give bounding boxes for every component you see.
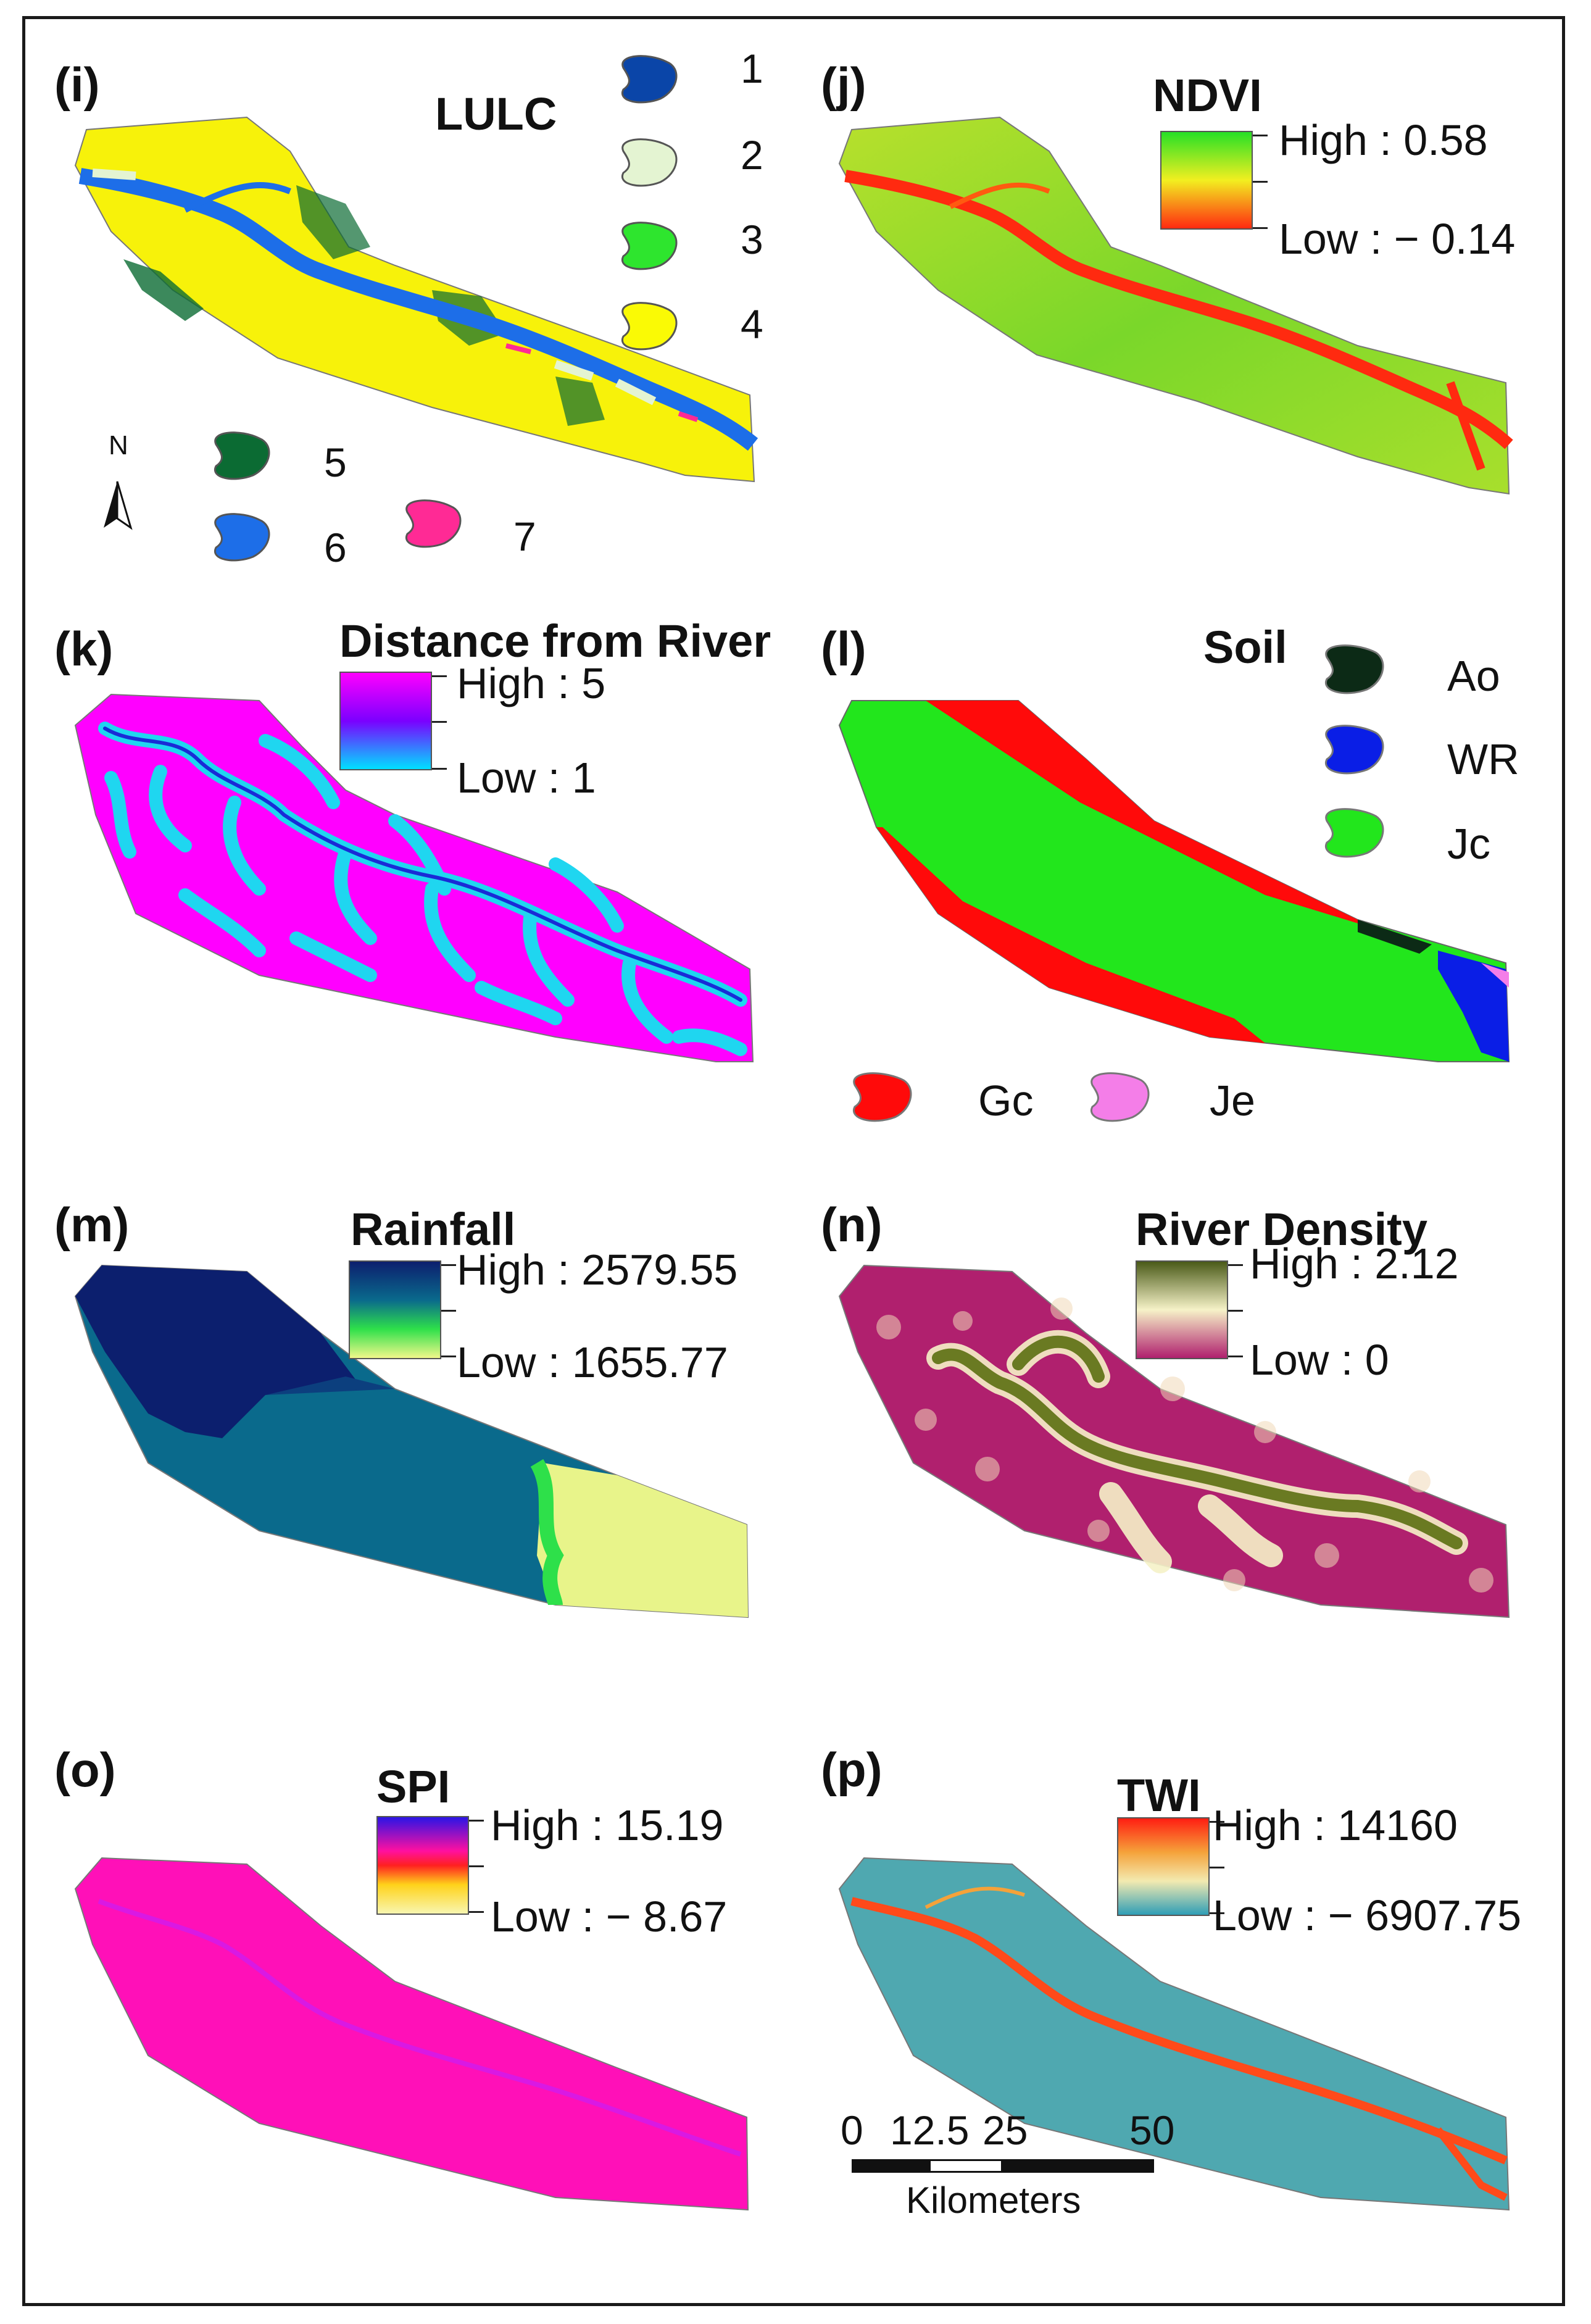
scale-tick-25: 25 — [982, 2107, 1028, 2153]
lulc-swatch-2 — [621, 138, 678, 187]
spi-title: SPI — [376, 1761, 451, 1812]
lulc-swatch-4 — [621, 302, 678, 351]
soil-legend-label-gc: Gc — [978, 1077, 1034, 1125]
river-density-tick-mid — [1228, 1310, 1243, 1312]
lulc-legend-label-7: 7 — [513, 514, 536, 559]
soil-legend-label-ao: Ao — [1447, 652, 1500, 700]
river-density-tick-low — [1228, 1356, 1243, 1357]
twi-high-label: High : 14160 — [1213, 1801, 1458, 1849]
spi-low-label: Low : − 8.67 — [491, 1893, 728, 1941]
lulc-swatch-3 — [621, 222, 678, 270]
scale-unit-label: Kilometers — [906, 2180, 1081, 2221]
soil-map — [838, 700, 1510, 1062]
spi-high-label: High : 15.19 — [491, 1801, 724, 1849]
twi-map — [838, 1857, 1510, 2211]
scale-segment-2 — [929, 2159, 1003, 2173]
river-density-high-label: High : 2.12 — [1250, 1239, 1459, 1288]
soil-swatch-gc — [852, 1072, 912, 1122]
soil-legend-label-jc: Jc — [1447, 820, 1490, 868]
lulc-legend-label-6: 6 — [324, 525, 347, 570]
soil-swatch-jc — [1324, 808, 1384, 858]
scale-tick-0: 0 — [841, 2107, 863, 2153]
panel-label-o: (o) — [54, 1743, 116, 1797]
spi-tick-low — [469, 1911, 484, 1913]
soil-legend-label-wr: WR — [1447, 735, 1519, 783]
twi-tick-high — [1210, 1821, 1224, 1823]
panel-label-i: (i) — [54, 57, 100, 112]
ndvi-tick-high — [1253, 135, 1268, 136]
lulc-legend-label-2: 2 — [741, 132, 763, 178]
spi-tick-mid — [469, 1865, 484, 1867]
scale-tick-50: 50 — [1129, 2107, 1175, 2153]
lulc-legend-label-4: 4 — [741, 301, 763, 347]
panel-label-p: (p) — [821, 1743, 883, 1797]
north-label: N — [109, 430, 128, 460]
distance-tick-low — [432, 768, 447, 770]
distance-high-label: High : 5 — [457, 659, 606, 707]
river-density-tick-high — [1228, 1264, 1243, 1266]
panel-label-k: (k) — [54, 622, 114, 676]
panel-label-n: (n) — [821, 1197, 883, 1252]
twi-color-ramp — [1117, 1817, 1210, 1916]
twi-title: TWI — [1117, 1770, 1201, 1821]
rainfall-tick-mid — [441, 1310, 456, 1312]
soil-legend-label-je: Je — [1210, 1077, 1255, 1125]
lulc-legend-label-1: 1 — [741, 46, 763, 91]
distance-tick-mid — [432, 721, 447, 723]
soil-title: Soil — [1203, 622, 1287, 673]
lulc-legend-label-3: 3 — [741, 217, 763, 262]
distance-map — [74, 693, 754, 1062]
twi-low-label: Low : − 6907.75 — [1213, 1891, 1522, 1939]
spi-tick-high — [469, 1820, 484, 1822]
scale-segment-1 — [852, 2159, 929, 2173]
spi-map — [74, 1857, 749, 2211]
river-density-title: River Density — [1136, 1204, 1427, 1255]
soil-swatch-wr — [1324, 725, 1384, 775]
scale-segment-3 — [1003, 2159, 1154, 2173]
soil-swatch-je — [1090, 1072, 1150, 1122]
panel-label-j: (j) — [821, 57, 866, 112]
lulc-swatch-5 — [214, 431, 270, 480]
distance-title: Distance from River — [339, 615, 771, 667]
distance-low-label: Low : 1 — [457, 754, 596, 802]
distance-color-ramp — [339, 672, 432, 770]
spi-color-ramp — [376, 1816, 469, 1915]
lulc-swatch-6 — [214, 513, 270, 562]
ndvi-color-ramp — [1160, 131, 1253, 230]
rainfall-map — [74, 1264, 749, 1618]
rainfall-tick-high — [441, 1264, 456, 1266]
scale-tick-12-5: 12.5 — [890, 2107, 970, 2153]
distance-tick-high — [432, 675, 447, 677]
ndvi-tick-low — [1253, 227, 1268, 229]
ndvi-high-label: High : 0.58 — [1279, 116, 1488, 164]
rainfall-tick-low — [441, 1356, 456, 1357]
ndvi-tick-mid — [1253, 181, 1268, 183]
rainfall-high-label: High : 2579.55 — [457, 1246, 738, 1294]
rainfall-title: Rainfall — [351, 1204, 516, 1255]
river-density-map — [838, 1264, 1510, 1618]
lulc-swatch-1 — [621, 55, 678, 104]
lulc-map — [74, 116, 758, 530]
twi-tick-low — [1210, 1912, 1224, 1914]
twi-tick-mid — [1210, 1867, 1224, 1868]
soil-swatch-ao — [1324, 644, 1384, 694]
lulc-title: LULC — [435, 88, 557, 140]
ndvi-low-label: Low : − 0.14 — [1279, 215, 1516, 263]
ndvi-title: NDVI — [1153, 70, 1262, 121]
rainfall-color-ramp — [349, 1260, 441, 1359]
panel-label-m: (m) — [54, 1197, 130, 1252]
lulc-legend-label-5: 5 — [324, 439, 347, 485]
lulc-swatch-7 — [405, 499, 462, 548]
rainfall-low-label: Low : 1655.77 — [457, 1338, 728, 1386]
ndvi-map — [838, 116, 1513, 495]
river-density-low-label: Low : 0 — [1250, 1336, 1389, 1384]
figure-frame — [22, 16, 1565, 2306]
river-density-color-ramp — [1136, 1260, 1228, 1359]
panel-label-l: (l) — [821, 622, 866, 676]
